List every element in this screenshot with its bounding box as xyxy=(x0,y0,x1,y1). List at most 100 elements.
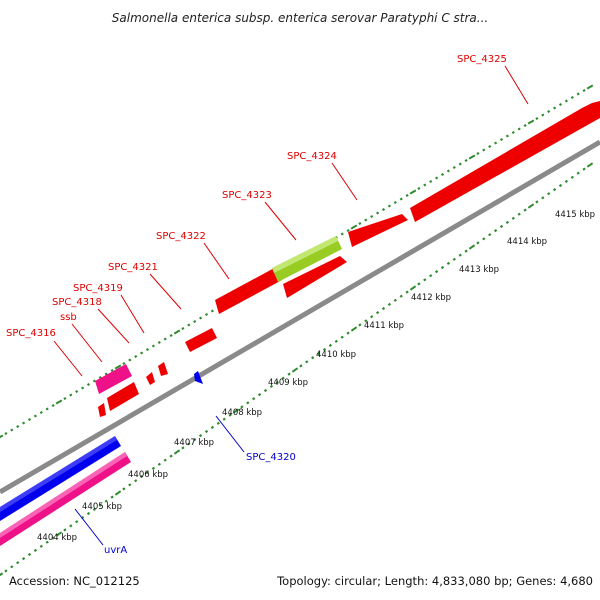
tick-mark xyxy=(128,358,132,362)
tick-mark xyxy=(193,438,197,442)
tick-mark xyxy=(114,490,122,496)
tick-mark xyxy=(22,421,26,425)
tick-mark xyxy=(493,228,498,233)
kbp-label: 4405 kbp xyxy=(82,502,122,512)
gene-label: SPC_4324 xyxy=(287,151,337,162)
tick-mark xyxy=(350,224,358,230)
tick-mark xyxy=(434,269,439,274)
tick-mark xyxy=(564,179,569,184)
tick-mark xyxy=(263,388,268,393)
tick-mark xyxy=(334,339,338,343)
tick-mark xyxy=(151,344,155,348)
tick-mark xyxy=(122,487,126,491)
kbp-label: 4413 kbp xyxy=(459,265,499,275)
kbp-label: 4406 kbp xyxy=(128,470,168,480)
tick-mark xyxy=(423,278,427,282)
tick-mark xyxy=(435,176,439,180)
tick-mark xyxy=(139,474,144,479)
tick-mark xyxy=(69,524,73,528)
tick-mark xyxy=(275,380,279,384)
tick-mark xyxy=(45,407,49,411)
tick-mark xyxy=(204,429,209,434)
tick-mark xyxy=(311,356,315,360)
tick-mark xyxy=(482,237,486,241)
tick-mark xyxy=(464,249,468,253)
kbp-label: 4409 kbp xyxy=(268,378,308,388)
gene-pink-upper xyxy=(95,364,132,394)
tick-mark xyxy=(346,228,350,233)
tick-mark xyxy=(10,565,14,569)
tick-mark xyxy=(409,285,417,291)
tick-mark xyxy=(576,171,580,175)
tick-mark xyxy=(163,337,167,341)
tick-mark xyxy=(216,421,220,425)
tick-mark xyxy=(476,241,480,245)
tick-mark xyxy=(187,323,191,327)
tick-mark xyxy=(452,165,456,170)
tick-mark xyxy=(222,417,226,421)
kbp-label: 4408 kbp xyxy=(222,408,262,418)
accession-text: Accession: NC_012125 xyxy=(9,574,140,588)
tick-mark xyxy=(586,84,594,90)
tick-mark xyxy=(393,200,397,205)
tick-mark xyxy=(558,183,563,188)
tick-mark xyxy=(452,257,456,261)
tick-mark xyxy=(527,203,535,209)
gene-SPC_4324 xyxy=(348,214,408,247)
tick-mark xyxy=(499,224,504,229)
tick-mark xyxy=(423,183,427,187)
gene-label: uvrA xyxy=(104,545,127,556)
tick-mark xyxy=(4,569,8,573)
tick-mark xyxy=(375,310,380,315)
gene-label: SPC_4320 xyxy=(246,452,296,463)
tick-mark xyxy=(173,449,181,455)
tick-mark xyxy=(173,329,181,335)
tick-mark xyxy=(51,536,55,540)
gene-SPC_4323 xyxy=(283,256,347,298)
tick-mark xyxy=(446,261,451,266)
gene-label: SPC_4323 xyxy=(222,190,272,201)
tick-mark xyxy=(27,417,32,422)
gene-SPC_4316 xyxy=(98,403,106,417)
tick-mark xyxy=(299,364,303,368)
tick-mark xyxy=(547,109,551,114)
tick-mark xyxy=(134,354,138,359)
tick-mark xyxy=(381,207,386,212)
tick-mark xyxy=(553,106,557,110)
tick-mark xyxy=(517,212,521,216)
tick-mark xyxy=(440,265,445,270)
gene-uvrA-bar xyxy=(0,436,121,521)
kbp-label: 4410 kbp xyxy=(316,350,356,360)
tick-mark xyxy=(16,561,20,565)
tick-mark xyxy=(21,556,26,561)
gene-labels: SPC_4316 ssb SPC_4318 SPC_4319 SPC_4321 … xyxy=(6,54,507,556)
tick-mark xyxy=(429,179,433,184)
tick-mark xyxy=(582,88,586,93)
gene-label: SPC_4322 xyxy=(156,231,206,242)
tick-mark xyxy=(122,361,126,366)
tick-mark xyxy=(55,531,63,537)
tick-mark xyxy=(128,483,132,487)
tick-mark xyxy=(417,186,421,191)
tick-mark xyxy=(81,386,85,390)
gene-green-shade xyxy=(272,236,338,273)
tick-mark xyxy=(269,384,274,389)
tick-mark xyxy=(92,507,97,512)
tick-mark xyxy=(494,141,498,145)
tick-mark xyxy=(98,503,102,507)
label-connectors xyxy=(53,65,529,546)
tick-mark xyxy=(387,302,392,307)
tick-mark xyxy=(110,368,114,373)
tick-mark xyxy=(523,123,527,128)
gene-label: SPC_4325 xyxy=(457,54,507,65)
tick-mark xyxy=(86,382,91,387)
kbp-label: 4404 kbp xyxy=(37,533,77,543)
tick-mark xyxy=(246,401,250,405)
tick-mark xyxy=(505,134,509,138)
tick-mark xyxy=(134,479,138,483)
tick-mark xyxy=(499,137,504,142)
tick-track-inner xyxy=(0,162,594,577)
tick-mark xyxy=(240,405,244,409)
tick-mark xyxy=(16,424,20,429)
tick-mark xyxy=(558,102,563,107)
